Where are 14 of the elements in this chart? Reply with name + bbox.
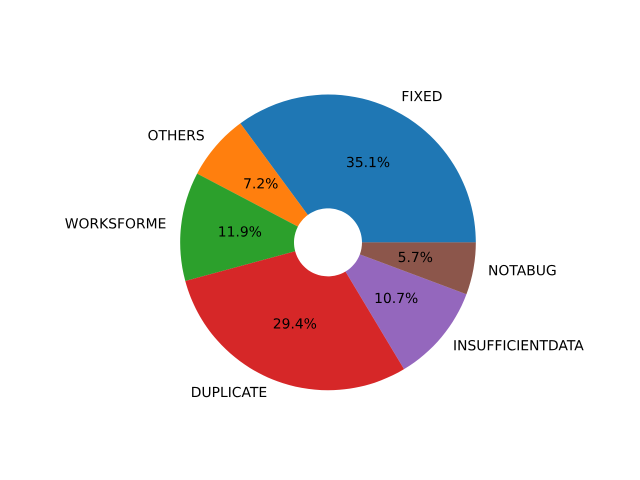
- data-label: 7.2%: [244, 178, 278, 189]
- data-label: 29.4%: [274, 318, 316, 329]
- slice-label: INSUFFICIENTDATA: [454, 340, 584, 350]
- data-label: 35.1%: [347, 156, 390, 168]
- slice-label: NOTABUG: [489, 264, 556, 276]
- slice-label: FIXED: [402, 90, 442, 102]
- data-label: 5.7%: [398, 252, 432, 262]
- slice-label: WORKSFORME: [65, 218, 166, 229]
- data-label: 10.7%: [376, 292, 418, 304]
- data-label: 11.9%: [219, 226, 262, 237]
- donut-slice: [180, 174, 298, 281]
- slice-label: DUPLICATE: [192, 386, 266, 398]
- donut-slice: [360, 242, 476, 294]
- slice-label: OTHERS: [148, 130, 204, 140]
